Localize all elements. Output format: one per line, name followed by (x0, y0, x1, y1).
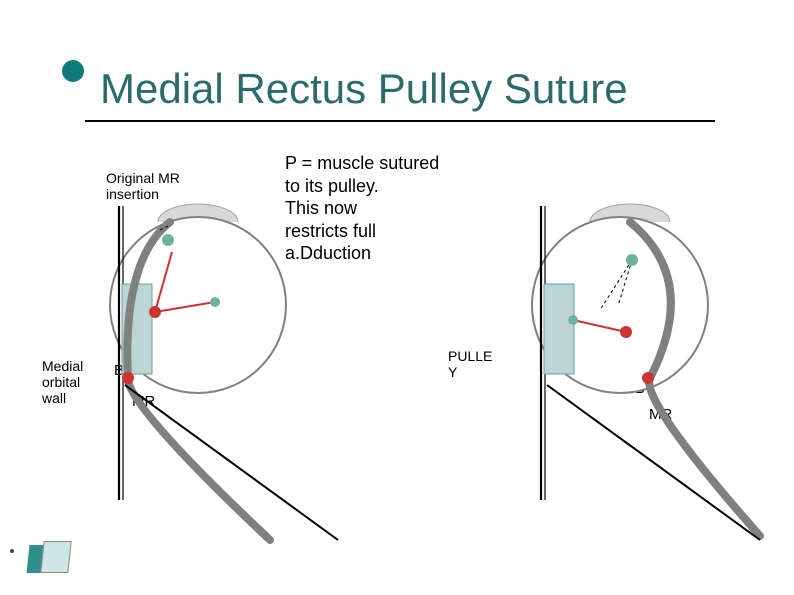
left-floor-line (125, 385, 338, 540)
right-dot-b (642, 372, 654, 384)
right-pulley-box (544, 284, 574, 374)
diagram-canvas (0, 0, 794, 595)
right-dot-pulley (568, 315, 578, 325)
left-dot-b (122, 372, 134, 384)
left-dot-a (162, 234, 174, 246)
corner-dot (10, 549, 14, 553)
right-dot-a (626, 254, 638, 266)
left-dot-p (149, 306, 161, 318)
right-dot-p (620, 326, 632, 338)
left-dot-teal-end (210, 297, 220, 307)
right-floor-line (547, 385, 760, 540)
template-logo (28, 541, 76, 577)
